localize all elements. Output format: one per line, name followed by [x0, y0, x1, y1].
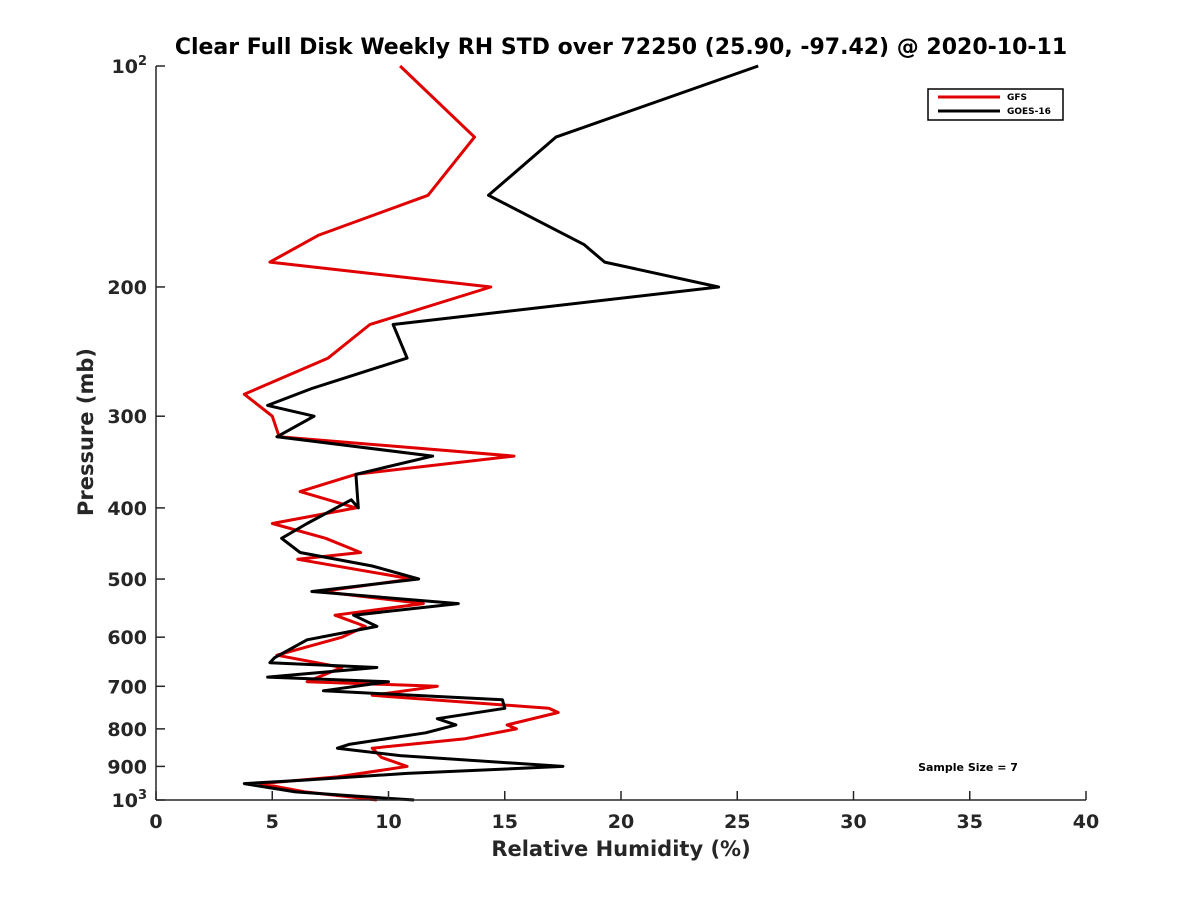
y-tick-label: 300 — [107, 406, 147, 428]
x-tick-label: 0 — [149, 811, 162, 833]
legend: GFS GOES-16 — [927, 88, 1064, 121]
legend-box — [927, 88, 1064, 121]
series-line-goes-16 — [242, 64, 759, 802]
x-tick-label: 5 — [266, 811, 279, 833]
y-tick-label: 103 — [112, 788, 148, 812]
chart-title: Clear Full Disk Weekly RH STD over 72250… — [175, 35, 1067, 60]
x-axis-title: Relative Humidity (%) — [491, 837, 750, 861]
y-tick-label: 700 — [107, 676, 147, 698]
x-tick-label: 25 — [724, 811, 750, 833]
y-tick-label: 200 — [107, 277, 147, 299]
x-tick-label: 10 — [375, 811, 401, 833]
legend-label-gfs: GFS — [1007, 93, 1027, 103]
x-tick-label: 35 — [957, 811, 983, 833]
y-tick-label: 102 — [112, 54, 148, 78]
plot-area — [242, 64, 759, 802]
x-tick-label: 40 — [1073, 811, 1099, 833]
sample-size-annotation: Sample Size = 7 — [918, 761, 1018, 774]
y-tick-label: 800 — [107, 719, 147, 741]
x-tick-label: 30 — [840, 811, 866, 833]
series-line-gfs — [242, 64, 560, 802]
legend-label-goes-16: GOES-16 — [1007, 107, 1051, 117]
y-tick-label: 900 — [107, 756, 147, 778]
y-tick-label: 400 — [107, 498, 147, 520]
x-axis: 0 5 10 15 20 25 30 35 40 — [149, 791, 1099, 833]
y-tick-label: 500 — [107, 569, 147, 591]
y-tick-label: 600 — [107, 627, 147, 649]
y-axis-title: Pressure (mb) — [74, 348, 98, 516]
y-axis: 102 200 300 400 500 600 700 800 900 103 — [107, 54, 165, 812]
x-tick-label: 20 — [608, 811, 634, 833]
x-tick-label: 15 — [492, 811, 518, 833]
